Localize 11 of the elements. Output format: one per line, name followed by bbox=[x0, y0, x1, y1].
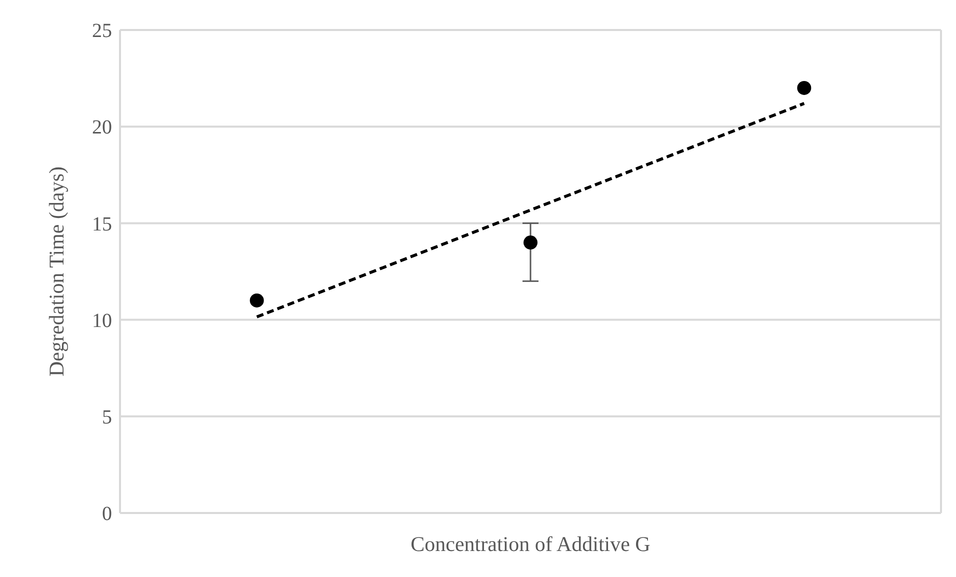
y-tick-label: 25 bbox=[92, 20, 112, 42]
y-tick-label: 15 bbox=[92, 213, 112, 236]
point bbox=[250, 293, 264, 308]
point bbox=[797, 80, 812, 95]
point bbox=[524, 236, 538, 250]
y-tick-label: 5 bbox=[102, 406, 112, 428]
y-tick-label: 0 bbox=[102, 503, 112, 526]
x-axis-title: Concentration of Additive G bbox=[410, 532, 650, 556]
y-tick-label: 10 bbox=[92, 310, 112, 332]
y-tick-label: 20 bbox=[92, 116, 112, 139]
y-axis-title: Degredation Time (days) bbox=[44, 166, 68, 376]
